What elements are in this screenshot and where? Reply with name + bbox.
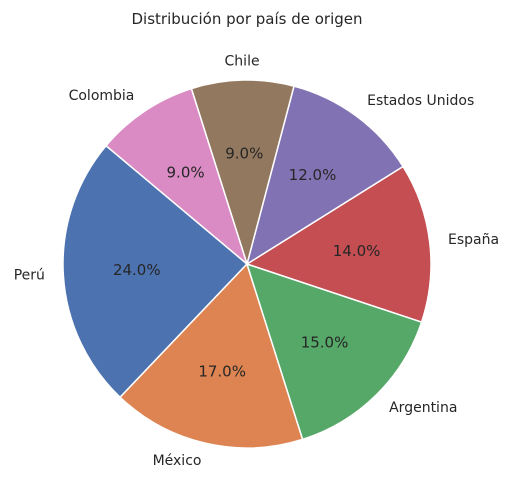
percent-label: 9.0% — [167, 163, 205, 181]
pie-slices — [62, 79, 432, 449]
percent-label: 12.0% — [289, 166, 337, 184]
pie-slice — [190, 79, 295, 267]
category-label: México — [153, 453, 202, 469]
category-label: España — [448, 232, 499, 248]
pie-slice — [119, 262, 304, 449]
percent-label: 24.0% — [113, 261, 161, 279]
pie-slice — [104, 87, 249, 267]
category-labels: Perú México Argentina España Estados Unidos C… — [14, 54, 499, 470]
pie-slice — [245, 85, 405, 266]
chart-title: Distribución por país de origen — [131, 10, 362, 28]
percent-labels: 24.0% 17.0% 15.0% 14.0% 12.0% 9.0% 9.0% — [113, 145, 381, 381]
category-label: Argentina — [389, 400, 457, 416]
pie-slice — [62, 144, 249, 399]
percent-label: 17.0% — [198, 363, 246, 381]
category-label: Perú — [14, 267, 45, 283]
percent-label: 14.0% — [333, 242, 381, 260]
category-label: Estados Unidos — [367, 93, 474, 109]
category-label: Colombia — [69, 88, 135, 104]
category-label: Chile — [225, 54, 260, 70]
percent-label: 9.0% — [225, 145, 263, 163]
pie-slice — [245, 165, 432, 324]
percent-label: 15.0% — [301, 334, 349, 352]
